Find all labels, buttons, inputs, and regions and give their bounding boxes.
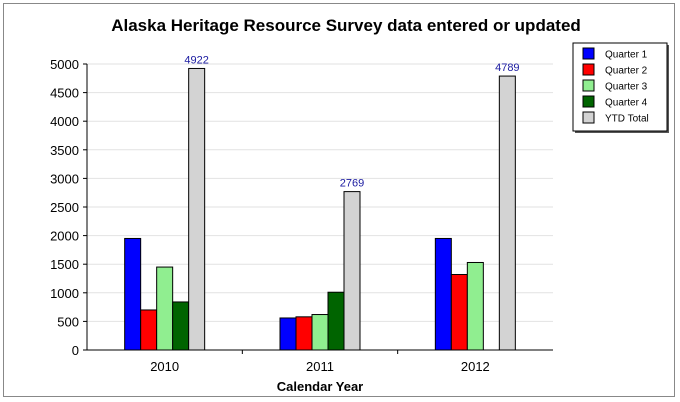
bar-quarter-2-2010: [140, 309, 158, 351]
legend-label: Quarter 4: [605, 98, 648, 109]
bar-quarter-3-2011: [311, 314, 329, 351]
bar-quarter-4-2010: [172, 301, 190, 351]
bar-quarter-2-2012: [450, 273, 468, 351]
bar-quarter-1-2012: [434, 237, 452, 351]
bar-ytd-total-2012: [498, 75, 516, 351]
legend-swatch: [582, 63, 595, 76]
legend-swatch: [582, 47, 595, 60]
bar-quarter-2-2011: [295, 316, 313, 351]
bars: [124, 67, 516, 351]
y-tick-label: 4500: [50, 86, 79, 101]
legend-label: YTD Total: [605, 114, 649, 125]
bar-quarter-4-2011: [327, 291, 345, 351]
legend-swatch: [582, 79, 595, 92]
y-tick-label: 0: [72, 343, 79, 358]
legend: Quarter 1 Quarter 2 Quarter 3 Quarter 4 YTD …: [572, 42, 669, 133]
bar-quarter-1-2010: [124, 237, 142, 351]
axes: [83, 63, 553, 354]
legend-label: Quarter 1: [605, 50, 648, 61]
y-tick-label: 3000: [50, 171, 79, 186]
bar-quarter-3-2010: [156, 266, 174, 351]
x-tick-label: 2011: [306, 359, 334, 374]
y-tick-label: 2500: [50, 200, 79, 215]
chart-title: Alaska Heritage Resource Survey data ent…: [111, 16, 581, 35]
y-tick-label: 1500: [50, 257, 79, 272]
data-label: 4922: [184, 54, 208, 66]
y-tick-label: 1000: [50, 286, 79, 301]
bar-ytd-total-2011: [343, 191, 361, 351]
bar-quarter-3-2012: [466, 261, 484, 351]
bar-ytd-total-2010: [188, 67, 206, 351]
y-tick-label: 500: [57, 314, 79, 329]
data-labels: 4922 2769 4789: [184, 54, 519, 189]
y-tick-label: 3500: [50, 143, 79, 158]
data-label: 2769: [340, 178, 364, 190]
bar-quarter-1-2011: [279, 317, 297, 351]
y-tick-label: 5000: [50, 57, 79, 72]
legend-label: Quarter 2: [605, 66, 648, 77]
x-tick-label: 2012: [461, 359, 490, 374]
y-tick-label: 4000: [50, 114, 79, 129]
data-label: 4789: [495, 62, 519, 74]
y-tick-labels: 0 500 1000 1500 2000 2500 3000 3500 4000 4500 5000: [50, 57, 79, 358]
legend-label: Quarter 3: [605, 82, 648, 93]
x-axis-label: Calendar Year: [277, 379, 363, 394]
x-tick-label: 2010: [150, 359, 179, 374]
x-tick-labels: 2010 2011 2012: [150, 359, 490, 374]
legend-swatch: [582, 111, 595, 124]
legend-swatch: [582, 95, 595, 108]
y-tick-label: 2000: [50, 229, 79, 244]
